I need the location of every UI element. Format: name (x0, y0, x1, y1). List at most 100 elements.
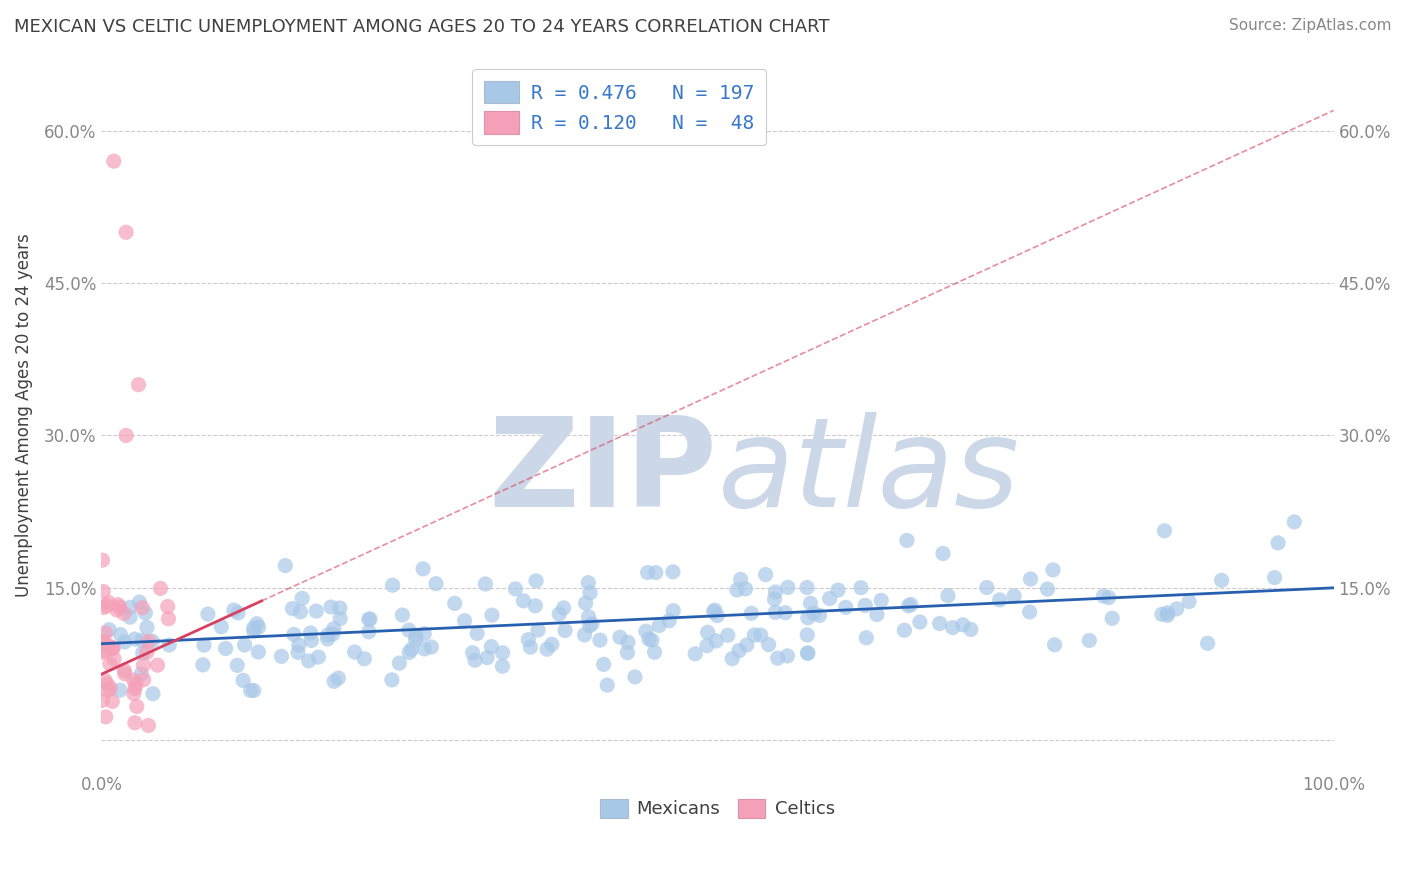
Point (1178, 594, 1201, 608)
Point (98, 657, 121, 671)
Point (474, 577, 496, 591)
Point (443, 596, 465, 610)
Point (465, 626, 488, 640)
Text: MEXICAN VS CELTIC UNEMPLOYMENT AMONG AGES 20 TO 24 YEARS CORRELATION CHART: MEXICAN VS CELTIC UNEMPLOYMENT AMONG AGE… (14, 18, 830, 36)
Point (93, 643, 115, 657)
Point (548, 607, 571, 621)
Point (1156, 606, 1178, 620)
Point (91, 553, 114, 567)
Point (866, 607, 889, 622)
Point (274, 558, 297, 573)
Point (301, 633, 323, 648)
Point (114, 666, 136, 681)
Point (766, 651, 789, 665)
Point (481, 608, 503, 623)
Point (242, 683, 264, 698)
Point (281, 601, 304, 615)
Point (749, 628, 772, 642)
Point (405, 629, 427, 643)
Point (98, 623, 121, 637)
Point (381, 578, 404, 592)
Point (755, 567, 778, 582)
Point (624, 670, 647, 684)
Point (398, 623, 420, 637)
Point (287, 645, 309, 659)
Point (519, 640, 541, 654)
Point (132, 673, 155, 687)
Point (758, 638, 780, 652)
Point (290, 605, 312, 619)
Point (101, 694, 124, 708)
Point (129, 667, 152, 681)
Point (638, 632, 661, 646)
Point (855, 631, 877, 645)
Point (575, 596, 598, 610)
Point (125, 677, 148, 691)
Point (735, 638, 758, 652)
Point (453, 614, 475, 628)
Point (464, 653, 486, 667)
Point (132, 658, 155, 673)
Point (233, 638, 256, 652)
Point (1042, 563, 1064, 577)
Point (329, 611, 352, 625)
Text: Source: ZipAtlas.com: Source: ZipAtlas.com (1229, 18, 1392, 33)
Point (644, 566, 666, 580)
Point (932, 546, 955, 560)
Point (578, 609, 600, 624)
Point (461, 646, 484, 660)
Point (243, 621, 266, 635)
Point (110, 627, 132, 641)
Point (353, 651, 375, 665)
Text: atlas: atlas (717, 411, 1019, 533)
Point (124, 715, 146, 730)
Point (222, 603, 245, 617)
Point (93, 600, 115, 615)
Point (1153, 524, 1175, 538)
Point (391, 607, 413, 622)
Point (142, 687, 165, 701)
Point (574, 628, 596, 642)
Point (703, 605, 725, 619)
Point (797, 646, 820, 660)
Point (1043, 638, 1066, 652)
Point (157, 612, 180, 626)
Point (316, 628, 339, 642)
Point (90, 645, 112, 659)
Point (536, 642, 558, 657)
Point (120, 610, 142, 624)
Point (696, 639, 718, 653)
Point (576, 575, 599, 590)
Point (1098, 591, 1121, 605)
Point (796, 628, 818, 642)
Point (1267, 536, 1289, 550)
Point (554, 624, 576, 638)
Point (740, 607, 762, 621)
Point (634, 624, 657, 639)
Point (93, 635, 115, 649)
Point (524, 574, 547, 588)
Point (305, 604, 328, 618)
Point (1002, 589, 1025, 603)
Point (696, 625, 718, 640)
Point (94, 625, 117, 640)
Point (149, 582, 172, 596)
Point (98, 639, 121, 653)
Point (246, 616, 269, 631)
Point (773, 606, 796, 620)
Point (299, 626, 322, 640)
Point (247, 645, 270, 659)
Point (683, 647, 706, 661)
Point (127, 377, 149, 392)
Point (412, 562, 434, 576)
Point (952, 617, 974, 632)
Point (420, 640, 443, 654)
Point (592, 657, 614, 672)
Point (226, 658, 249, 673)
Point (835, 600, 858, 615)
Point (132, 646, 155, 660)
Point (897, 599, 920, 613)
Point (1284, 515, 1306, 529)
Point (108, 683, 131, 698)
Point (1019, 572, 1042, 586)
